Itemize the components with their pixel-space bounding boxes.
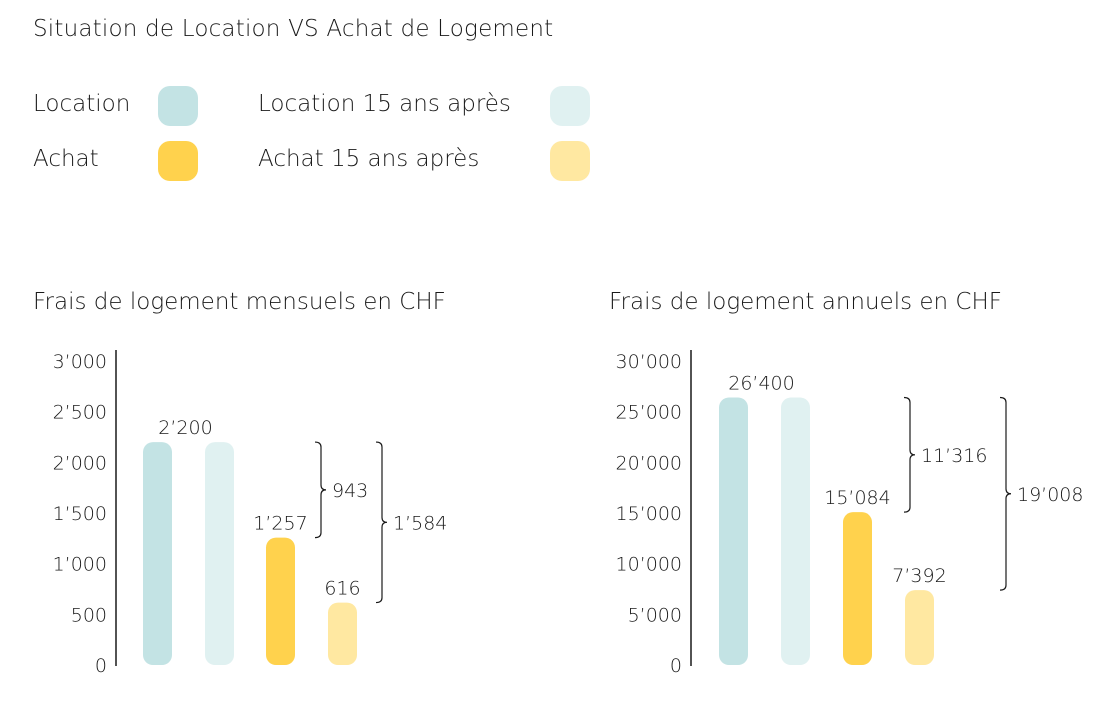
annual-brace-label-2: 19’008 <box>1017 484 1083 506</box>
annual-ytick-label: 25’000 <box>616 402 682 424</box>
chart-title-annual: Frais de logement annuels en CHF <box>609 289 1003 315</box>
annual-brace-label-1: 11’316 <box>921 445 987 467</box>
legend-swatch-location-15 <box>550 86 590 126</box>
annual-ytick-label: 0 <box>670 655 682 677</box>
annual-ytick-label: 30’000 <box>616 351 682 373</box>
chart-title-monthly: Frais de logement mensuels en CHF <box>33 289 446 315</box>
annual-brace-2 <box>999 396 1012 591</box>
annual-value-label-4: 7’392 <box>892 565 946 587</box>
legend-swatch-achat <box>158 141 198 181</box>
annual-value-label-3: 15’084 <box>824 487 890 509</box>
monthly-bar-3 <box>266 537 295 665</box>
monthly-value-label-3: 1’257 <box>253 513 307 535</box>
monthly-brace-label-1: 943 <box>332 480 368 502</box>
annual-ytick-label: 10’000 <box>616 554 682 576</box>
monthly-ytick-label: 2’500 <box>53 402 107 424</box>
monthly-ytick-label: 1’500 <box>53 503 107 525</box>
monthly-brace-2 <box>375 441 388 604</box>
legend-label-achat-15: Achat 15 ans après <box>258 146 480 172</box>
annual-bar-2 <box>781 397 810 665</box>
monthly-value-label-1: 2’200 <box>158 417 212 439</box>
legend-label-location: Location <box>33 91 131 117</box>
annual-bar-3 <box>843 512 872 665</box>
annual-ytick-label: 5’000 <box>628 604 682 626</box>
annual-value-label-1: 26’400 <box>728 372 794 394</box>
legend-swatch-achat-15 <box>550 141 590 181</box>
monthly-ytick-label: 2’000 <box>53 452 107 474</box>
annual-brace-1 <box>903 396 916 513</box>
legend-label-achat: Achat <box>33 146 99 172</box>
annual-bar-4 <box>905 590 934 665</box>
monthly-brace-1 <box>314 441 327 539</box>
monthly-brace-label-2: 1’584 <box>393 512 447 534</box>
legend-swatch-location <box>158 86 198 126</box>
monthly-ytick-label: 1’000 <box>53 554 107 576</box>
page-title: Situation de Location VS Achat de Logeme… <box>33 16 554 42</box>
monthly-ytick-label: 500 <box>71 604 107 626</box>
monthly-bar-2 <box>205 442 234 665</box>
monthly-ytick-label: 3’000 <box>53 351 107 373</box>
annual-ytick-label: 15’000 <box>616 503 682 525</box>
annual-bar-1 <box>719 397 748 665</box>
legend-label-location-15: Location 15 ans après <box>258 91 511 117</box>
monthly-bar-1 <box>143 442 172 665</box>
monthly-value-label-4: 616 <box>324 578 360 600</box>
annual-ytick-label: 20’000 <box>616 452 682 474</box>
monthly-bar-4 <box>328 602 357 665</box>
monthly-ytick-label: 0 <box>95 655 107 677</box>
